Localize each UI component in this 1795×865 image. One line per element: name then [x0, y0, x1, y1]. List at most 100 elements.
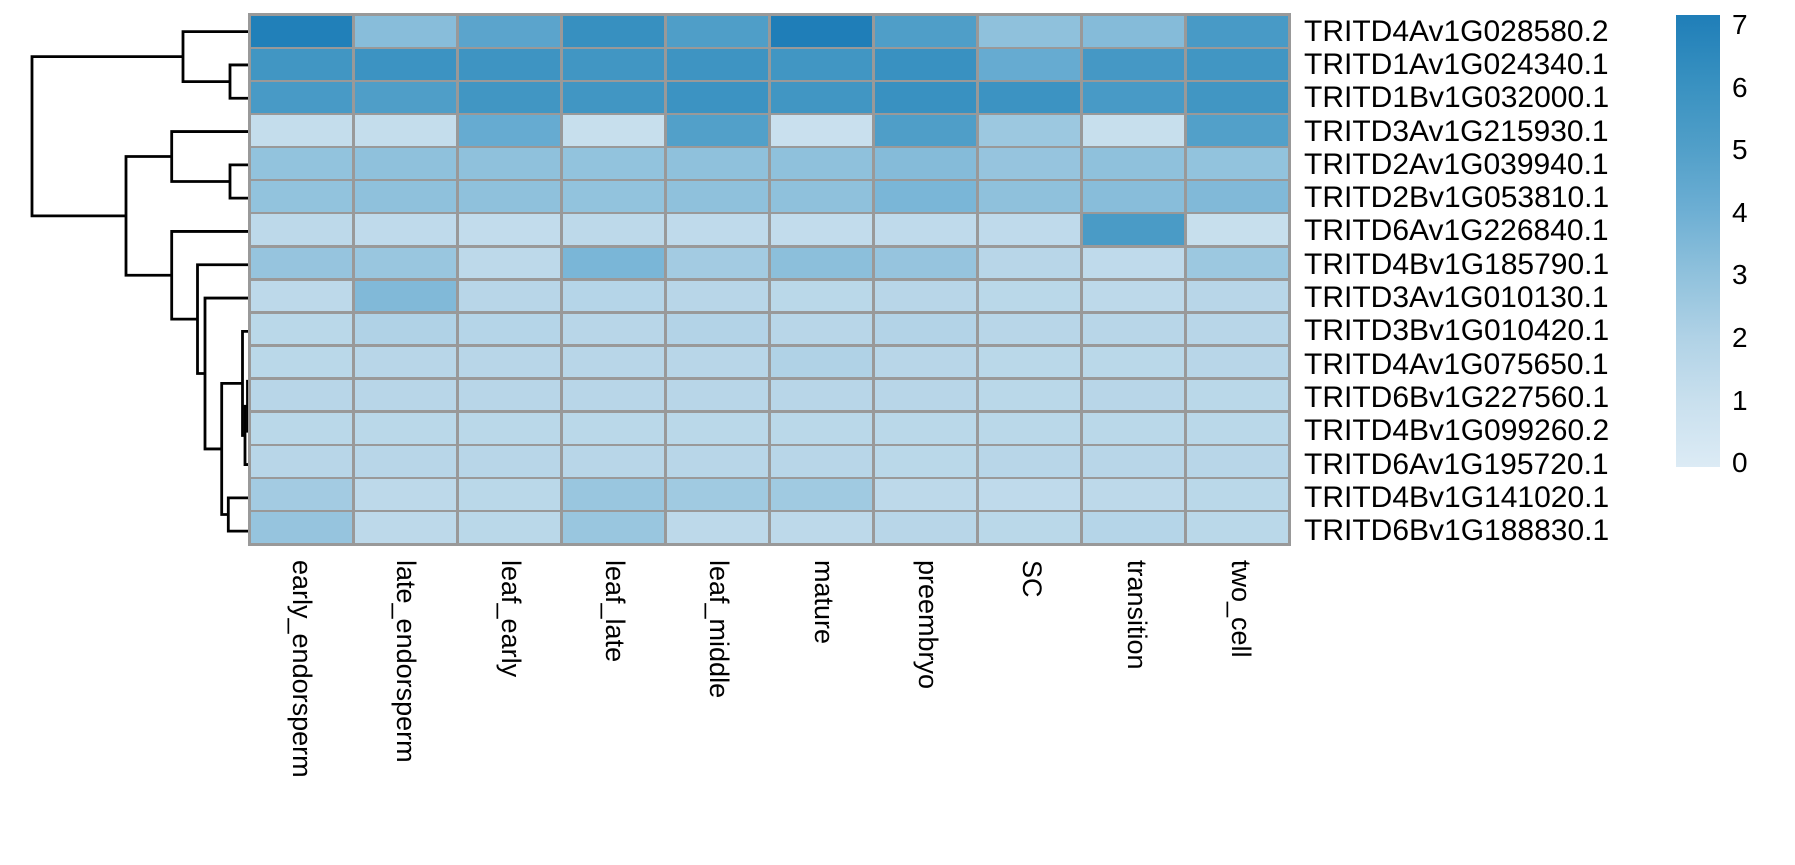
heatmap-cell: [978, 16, 1081, 47]
heatmap-cell: [874, 379, 977, 411]
heatmap-cell: [458, 412, 561, 444]
heatmap-cell: [770, 313, 873, 345]
heatmap-cell: [770, 181, 873, 212]
heatmap-cell: [354, 446, 457, 477]
heatmap-cell: [874, 313, 977, 345]
heatmap-cell: [770, 412, 873, 444]
heatmap-cell: [562, 214, 665, 246]
colorbar-legend: [1676, 15, 1720, 467]
dendrogram-branch: [170, 230, 251, 321]
heatmap-cell: [978, 379, 1081, 411]
heatmap-cell: [354, 379, 457, 411]
heatmap-cell: [770, 280, 873, 312]
heatmap-cell: [1186, 512, 1288, 543]
heatmap-cell: [562, 412, 665, 444]
heatmap-cell: [666, 512, 769, 543]
heatmap-cell: [251, 181, 353, 212]
heatmap-cell: [978, 148, 1081, 179]
row-label: TRITD2Bv1G053810.1: [1304, 181, 1610, 215]
heatmap-cell: [874, 82, 977, 113]
heatmap-cell: [251, 313, 353, 345]
heatmap-cell: [1082, 181, 1185, 212]
heatmap-cell: [562, 82, 665, 113]
colorbar-tick: 1: [1732, 384, 1748, 416]
heatmap-cell: [251, 346, 353, 378]
heatmap-cell: [1082, 115, 1185, 146]
row-label: TRITD2Av1G039940.1: [1304, 147, 1609, 181]
heatmap-cell: [666, 82, 769, 113]
heatmap-cell: [562, 280, 665, 312]
row-label: TRITD3Bv1G010420.1: [1304, 314, 1610, 348]
heatmap-cell: [458, 379, 561, 411]
heatmap-cell: [874, 148, 977, 179]
heatmap-cell: [1186, 446, 1288, 477]
heatmap-cell: [874, 346, 977, 378]
heatmap-cell: [251, 412, 353, 444]
heatmap-cell: [458, 247, 561, 279]
heatmap-cell: [458, 214, 561, 246]
heatmap-cell: [458, 181, 561, 212]
heatmap-cell: [458, 346, 561, 378]
col-label: preembryo: [912, 560, 943, 690]
heatmap-cell: [1186, 82, 1288, 113]
heatmap-cell: [874, 16, 977, 47]
heatmap-cell: [978, 512, 1081, 543]
dendrogram-branch: [181, 30, 251, 83]
heatmap-cell: [354, 512, 457, 543]
heatmap-cell: [1082, 313, 1185, 345]
heatmap-cell: [562, 148, 665, 179]
heatmap-cell: [251, 115, 353, 146]
heatmap-cell: [354, 280, 457, 312]
row-label: TRITD6Av1G226840.1: [1304, 214, 1609, 248]
heatmap-cell: [354, 346, 457, 378]
heatmap-cell: [666, 115, 769, 146]
heatmap-cell: [251, 214, 353, 246]
colorbar-tick: 5: [1732, 134, 1748, 166]
row-label: TRITD4Bv1G185790.1: [1304, 247, 1610, 281]
heatmap-cell: [1082, 512, 1185, 543]
heatmap-cell: [354, 412, 457, 444]
heatmap-cell: [1082, 247, 1185, 279]
heatmap-cell: [770, 247, 873, 279]
heatmap-cell: [354, 16, 457, 47]
heatmap-cell: [770, 379, 873, 411]
heatmap-cell: [770, 346, 873, 378]
col-label: late_endorsperm: [391, 560, 422, 763]
heatmap-cell: [562, 379, 665, 411]
heatmap-cell: [666, 49, 769, 80]
heatmap-cell: [978, 280, 1081, 312]
heatmap-cell: [1082, 280, 1185, 312]
heatmap-cell: [1082, 479, 1185, 510]
heatmap-cell: [1082, 49, 1185, 80]
heatmap-cell: [978, 479, 1081, 510]
heatmap-cell: [770, 16, 873, 47]
col-label: transition: [1121, 560, 1152, 670]
colorbar-tick: 3: [1732, 259, 1748, 291]
heatmap-cell: [354, 115, 457, 146]
row-label: TRITD4Bv1G141020.1: [1304, 480, 1610, 514]
heatmap-cell: [978, 346, 1081, 378]
heatmap-cell: [562, 49, 665, 80]
heatmap-cell: [251, 148, 353, 179]
heatmap-cell: [562, 479, 665, 510]
heatmap-cell: [978, 247, 1081, 279]
heatmap-cell: [562, 115, 665, 146]
heatmap-cell: [1186, 379, 1288, 411]
row-label: TRITD6Bv1G188830.1: [1304, 514, 1610, 548]
heatmap-cell: [1186, 16, 1288, 47]
dendrogram-branch: [220, 381, 243, 516]
colorbar-tick: 4: [1732, 196, 1748, 228]
heatmap-cell: [251, 280, 353, 312]
heatmap-cell: [1186, 247, 1288, 279]
col-label: leaf_middle: [704, 560, 735, 699]
heatmap-cell: [251, 479, 353, 510]
row-label: TRITD1Av1G024340.1: [1304, 47, 1609, 81]
row-label: TRITD6Bv1G227560.1: [1304, 380, 1610, 414]
heatmap-cell: [1082, 82, 1185, 113]
heatmap-cell: [874, 214, 977, 246]
heatmap-cell: [251, 379, 353, 411]
col-label: early_endorsperm: [287, 560, 318, 778]
heatmap-cell: [354, 148, 457, 179]
heatmap-cell: [1082, 148, 1185, 179]
